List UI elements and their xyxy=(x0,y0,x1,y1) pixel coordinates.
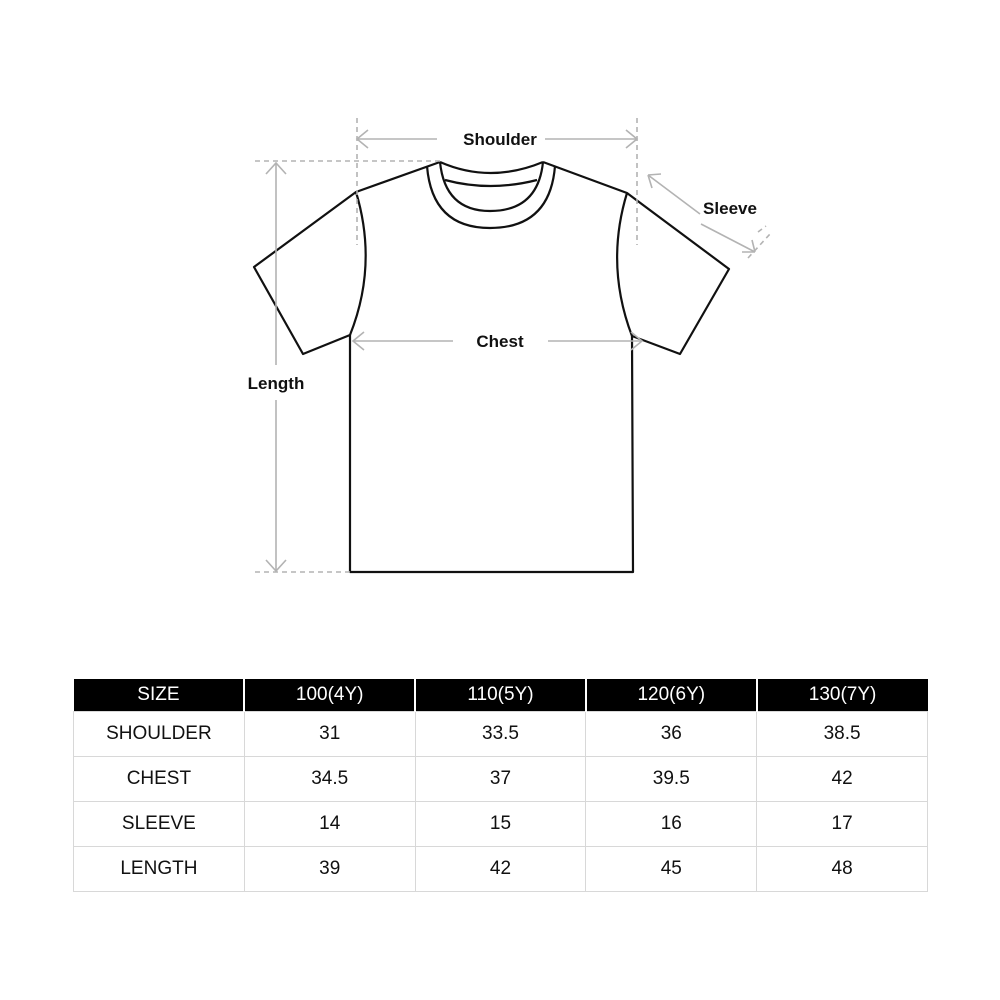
length-label: Length xyxy=(248,374,305,393)
table-cell: 36 xyxy=(585,711,758,757)
collar-outer xyxy=(425,165,557,230)
row-label: CHEST xyxy=(73,756,245,802)
table-cell: 38.5 xyxy=(756,711,928,757)
table-cell: 33.5 xyxy=(414,711,587,757)
tshirt-outline xyxy=(252,160,731,574)
table-header-row: SIZE 100(4Y) 110(5Y) 120(6Y) 130(7Y) xyxy=(73,679,928,712)
table-cell: 37 xyxy=(414,756,587,802)
chest-arrow xyxy=(351,331,644,351)
measure-guides xyxy=(255,118,771,573)
row-label: SHOULDER xyxy=(73,711,245,757)
table-row: LENGTH 39 42 45 48 xyxy=(73,846,928,892)
shoulder-arrow xyxy=(355,129,639,149)
length-arrow xyxy=(265,161,287,573)
collar-inner xyxy=(438,161,545,213)
table-row: SHOULDER 31 33.5 36 38.5 xyxy=(73,711,928,757)
shoulder-label: Shoulder xyxy=(463,130,537,149)
table-cell: 16 xyxy=(585,801,758,847)
collar-back xyxy=(439,160,544,175)
table-cell: 14 xyxy=(243,801,416,847)
table-cell: 42 xyxy=(414,846,587,892)
header-size: SIZE xyxy=(73,679,245,712)
table-cell: 39 xyxy=(243,846,416,892)
tshirt-body xyxy=(252,160,731,574)
sleeve-arrow xyxy=(647,173,756,253)
table-cell: 34.5 xyxy=(243,756,416,802)
table-cell: 45 xyxy=(585,846,758,892)
collar-back-inner xyxy=(444,178,538,188)
chest-label: Chest xyxy=(476,332,524,351)
header-size-col: 110(5Y) xyxy=(414,679,586,712)
header-size-col: 120(6Y) xyxy=(584,679,757,712)
table-row: SLEEVE 14 15 16 17 xyxy=(73,801,928,847)
table-cell: 48 xyxy=(756,846,928,892)
tshirt-diagram: Shoulder Sleeve Chest Length xyxy=(248,118,771,574)
table-cell: 17 xyxy=(756,801,928,847)
header-size-col: 100(4Y) xyxy=(243,679,416,712)
row-label: SLEEVE xyxy=(73,801,245,847)
left-armhole xyxy=(348,191,367,336)
table-row: CHEST 34.5 37 39.5 42 xyxy=(73,756,928,802)
header-size-col: 130(7Y) xyxy=(755,679,928,712)
table-cell: 42 xyxy=(756,756,928,802)
row-label: LENGTH xyxy=(73,846,245,892)
size-table: SIZE 100(4Y) 110(5Y) 120(6Y) 130(7Y) SHO… xyxy=(73,679,928,892)
table-cell: 15 xyxy=(414,801,587,847)
sleeve-label: Sleeve xyxy=(703,199,757,218)
right-armhole xyxy=(616,192,634,337)
table-cell: 31 xyxy=(243,711,416,757)
table-cell: 39.5 xyxy=(585,756,758,802)
